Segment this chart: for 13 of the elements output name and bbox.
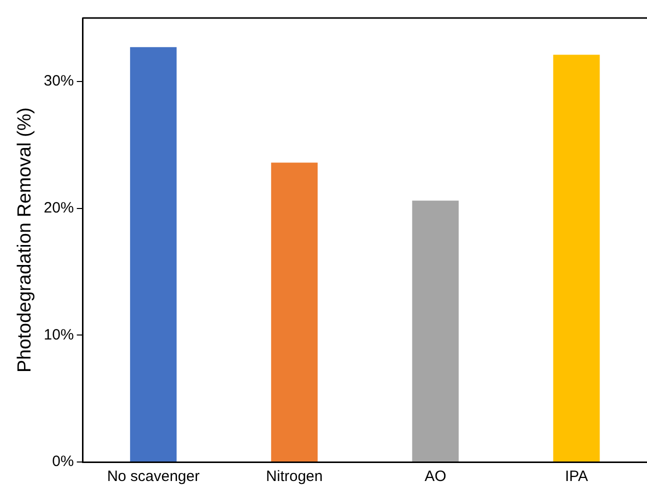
y-tick-label: 20%	[44, 199, 74, 216]
y-tick-label: 10%	[44, 326, 74, 344]
y-tick-label: 0%	[52, 453, 74, 470]
x-tick-label: AO	[424, 468, 446, 486]
x-tick-label: IPA	[564, 468, 588, 486]
bar	[553, 54, 600, 462]
bar	[130, 47, 177, 462]
bar	[271, 162, 318, 462]
y-axis-title: Photodegradation Removal (%)	[14, 107, 36, 373]
x-tick-label: No scavenger	[107, 468, 200, 486]
bar	[412, 200, 459, 462]
y-tick-label: 30%	[44, 72, 74, 90]
x-tick-label: Nitrogen	[266, 468, 323, 486]
